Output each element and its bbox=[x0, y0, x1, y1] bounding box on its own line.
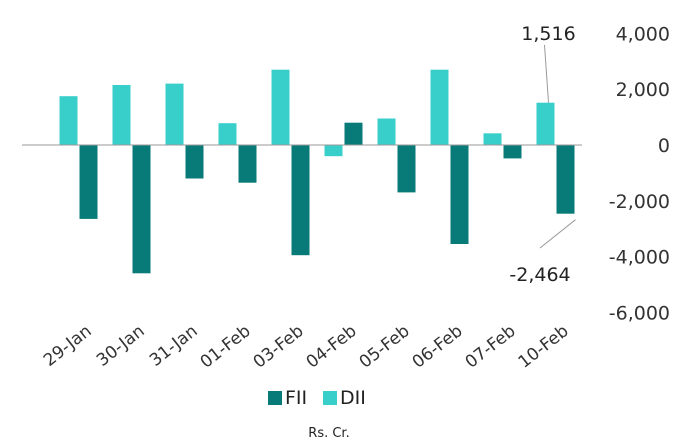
x-tick-label: 29-Jan bbox=[40, 321, 96, 371]
bar-dii-10-feb bbox=[536, 102, 555, 145]
annotation-label: 1,516 bbox=[521, 23, 575, 45]
x-tick-label: 04-Feb bbox=[303, 321, 361, 372]
bar-fii-31-jan bbox=[185, 145, 204, 179]
bar-fii-07-feb bbox=[503, 145, 522, 159]
annotations-group: 1,516 -2,464 bbox=[509, 23, 576, 286]
x-tick-label: 03-Feb bbox=[250, 321, 308, 372]
x-tick-label: 07-Feb bbox=[462, 321, 520, 372]
annotation-leader-line bbox=[544, 44, 549, 103]
bar-dii-05-feb bbox=[377, 118, 396, 145]
y-tick-label: -4,000 bbox=[609, 247, 670, 269]
x-axis-ticks: 29-Jan30-Jan31-Jan01-Feb03-Feb04-Feb05-F… bbox=[40, 321, 573, 372]
x-tick-label: 01-Feb bbox=[197, 321, 255, 372]
annotation-leader-line bbox=[539, 219, 576, 249]
legend: FII DII bbox=[268, 387, 366, 409]
y-axis-ticks: 4,000 2,000 0 -2,000 -4,000 -6,000 bbox=[609, 23, 670, 324]
bar-dii-06-feb bbox=[430, 69, 449, 145]
legend-label-fii: FII bbox=[285, 387, 307, 409]
y-tick-label: 2,000 bbox=[616, 79, 670, 101]
bar-fii-03-feb bbox=[291, 145, 310, 256]
unit-label: Rs. Cr. bbox=[308, 426, 349, 441]
x-tick-label: 06-Feb bbox=[409, 321, 467, 372]
x-tick-label: 10-Feb bbox=[515, 321, 573, 372]
bar-dii-01-feb bbox=[218, 123, 237, 145]
bar-fii-06-feb bbox=[450, 145, 469, 244]
bar-dii-29-jan bbox=[59, 96, 78, 145]
bar-dii-04-feb bbox=[324, 145, 343, 157]
bar-dii-30-jan bbox=[112, 85, 131, 145]
bars-group bbox=[59, 69, 575, 274]
y-tick-label: -2,000 bbox=[609, 191, 670, 213]
x-tick-label: 31-Jan bbox=[146, 321, 202, 371]
bar-dii-07-feb bbox=[483, 133, 502, 145]
legend-label-dii: DII bbox=[340, 387, 366, 409]
y-tick-label: 0 bbox=[658, 135, 670, 157]
y-tick-label: 4,000 bbox=[616, 23, 670, 45]
legend-swatch-fii bbox=[268, 391, 282, 405]
bar-fii-30-jan bbox=[132, 145, 151, 274]
legend-swatch-dii bbox=[323, 391, 337, 405]
y-tick-label: -6,000 bbox=[609, 302, 670, 324]
x-tick-label: 05-Feb bbox=[356, 321, 414, 372]
bar-dii-31-jan bbox=[165, 83, 184, 145]
x-tick-label: 30-Jan bbox=[93, 321, 149, 371]
annotation-label: -2,464 bbox=[509, 264, 570, 286]
bar-fii-10-feb bbox=[556, 145, 575, 214]
bar-dii-03-feb bbox=[271, 69, 290, 145]
bar-fii-29-jan bbox=[79, 145, 98, 219]
bar-fii-01-feb bbox=[238, 145, 257, 183]
bar-fii-05-feb bbox=[397, 145, 416, 193]
bar-fii-04-feb bbox=[344, 122, 363, 145]
